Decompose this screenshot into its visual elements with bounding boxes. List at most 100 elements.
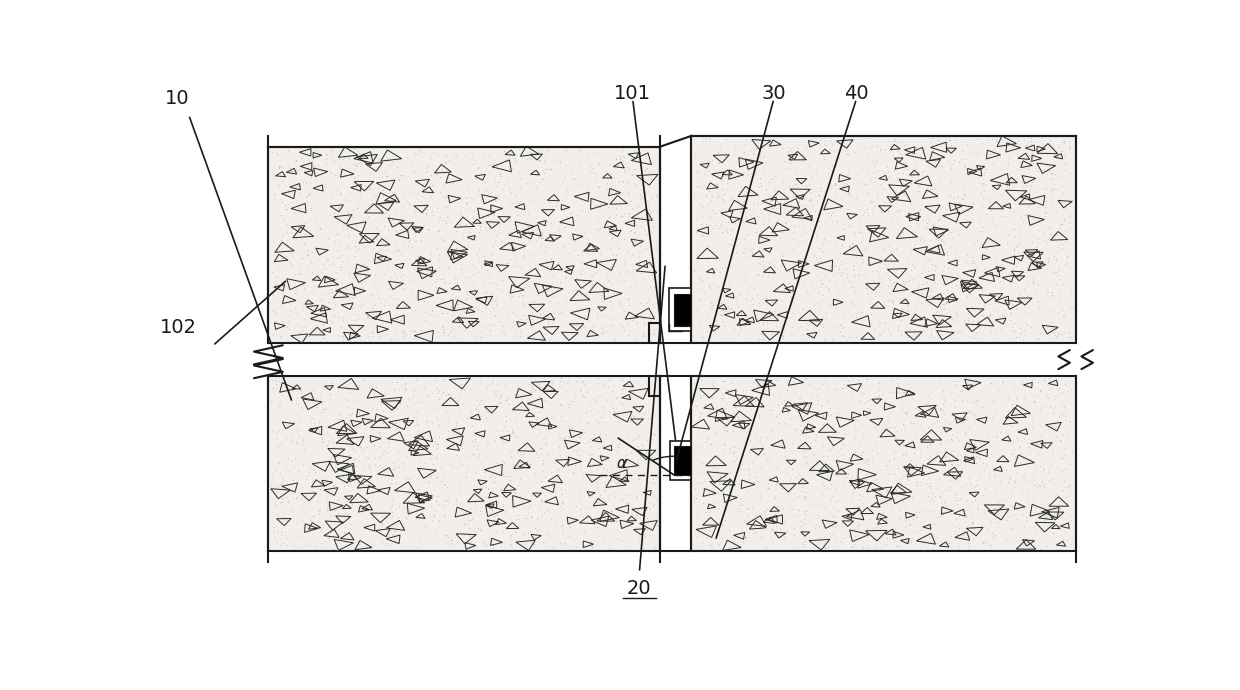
Point bbox=[967, 321, 987, 332]
Point bbox=[336, 527, 356, 538]
Point bbox=[405, 206, 425, 217]
Point bbox=[321, 146, 341, 157]
Point bbox=[476, 482, 496, 493]
Point bbox=[936, 308, 956, 319]
Point bbox=[645, 428, 665, 440]
Point bbox=[598, 272, 618, 283]
Point bbox=[418, 288, 438, 299]
Point bbox=[940, 484, 960, 495]
Point bbox=[361, 198, 381, 209]
Point bbox=[921, 329, 941, 340]
Point bbox=[311, 524, 331, 535]
Point bbox=[1059, 197, 1079, 208]
Point bbox=[330, 262, 350, 273]
Point bbox=[895, 515, 915, 526]
Point bbox=[470, 220, 490, 231]
Point bbox=[588, 500, 608, 511]
Point bbox=[800, 178, 820, 189]
Point bbox=[536, 157, 556, 168]
Point bbox=[381, 198, 401, 209]
Point bbox=[786, 424, 806, 435]
Point bbox=[851, 306, 870, 317]
Point bbox=[523, 195, 543, 206]
Point bbox=[1043, 286, 1063, 297]
Point bbox=[1056, 252, 1076, 263]
Point bbox=[362, 326, 382, 337]
Point bbox=[712, 533, 732, 544]
Point bbox=[1022, 533, 1042, 544]
Point bbox=[534, 328, 554, 339]
Point bbox=[1024, 175, 1044, 186]
Point bbox=[591, 412, 611, 423]
Point bbox=[317, 493, 337, 504]
Point bbox=[1048, 328, 1068, 339]
Point bbox=[811, 282, 831, 293]
Point bbox=[947, 459, 967, 470]
Point bbox=[1032, 420, 1052, 431]
Point bbox=[1044, 400, 1064, 411]
Point bbox=[843, 542, 863, 553]
Point bbox=[489, 496, 508, 507]
Point bbox=[782, 437, 802, 448]
Point bbox=[484, 384, 503, 395]
Point bbox=[991, 294, 1011, 305]
Point bbox=[758, 455, 777, 466]
Point bbox=[852, 420, 872, 431]
Point bbox=[885, 392, 905, 403]
Point bbox=[905, 412, 925, 423]
Point bbox=[358, 460, 378, 471]
Point bbox=[409, 484, 429, 495]
Point bbox=[606, 210, 626, 221]
Point bbox=[784, 503, 804, 514]
Point bbox=[637, 434, 657, 445]
Point bbox=[784, 244, 804, 255]
Point bbox=[932, 392, 952, 403]
Point bbox=[962, 516, 982, 527]
Point bbox=[982, 411, 1002, 422]
Point bbox=[794, 316, 813, 327]
Point bbox=[714, 474, 734, 485]
Point bbox=[624, 226, 644, 237]
Point bbox=[1016, 469, 1035, 480]
Point bbox=[954, 184, 973, 195]
Point bbox=[415, 489, 435, 500]
Point bbox=[930, 213, 950, 224]
Point bbox=[615, 437, 635, 448]
Point bbox=[932, 502, 952, 513]
Point bbox=[771, 260, 791, 271]
Point bbox=[701, 297, 720, 308]
Point bbox=[1023, 413, 1043, 424]
Point bbox=[554, 441, 574, 452]
Point bbox=[414, 519, 434, 530]
Point bbox=[635, 166, 655, 177]
Point bbox=[469, 440, 489, 451]
Point bbox=[492, 454, 512, 465]
Point bbox=[321, 302, 341, 313]
Point bbox=[808, 190, 828, 201]
Point bbox=[645, 542, 665, 553]
Point bbox=[438, 262, 458, 273]
Point bbox=[300, 466, 320, 477]
Point bbox=[744, 203, 764, 214]
Point bbox=[1008, 435, 1028, 446]
Point bbox=[774, 156, 794, 167]
Point bbox=[734, 139, 754, 150]
Point bbox=[944, 295, 963, 306]
Point bbox=[967, 479, 987, 490]
Point bbox=[786, 472, 806, 483]
Point bbox=[863, 195, 883, 206]
Point bbox=[963, 409, 983, 420]
Point bbox=[289, 384, 309, 395]
Point bbox=[341, 181, 361, 193]
Point bbox=[739, 469, 759, 480]
Point bbox=[1045, 390, 1065, 401]
Point bbox=[753, 164, 773, 175]
Point bbox=[799, 413, 818, 424]
Point bbox=[983, 532, 1003, 543]
Point bbox=[370, 460, 389, 471]
Point bbox=[859, 515, 879, 526]
Point bbox=[314, 268, 334, 279]
Point bbox=[920, 444, 940, 455]
Point bbox=[531, 233, 551, 244]
Point bbox=[733, 204, 753, 215]
